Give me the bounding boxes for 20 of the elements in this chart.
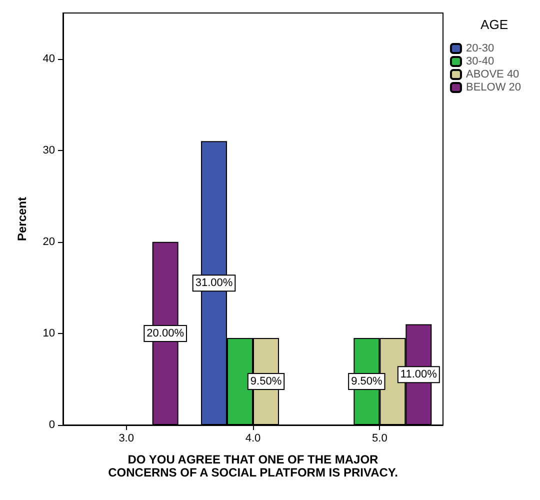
data-label: 9.50% xyxy=(250,376,282,388)
y-tick-label: 40 xyxy=(42,52,55,65)
legend-label: BELOW 20 xyxy=(466,82,522,94)
y-axis-title: Percent xyxy=(15,196,29,242)
data-label: 9.50% xyxy=(351,376,382,388)
data-label: 31.00% xyxy=(195,277,233,290)
legend-title: AGE xyxy=(480,17,508,32)
y-tick-label: 30 xyxy=(42,144,55,156)
y-tick-label: 20 xyxy=(42,236,55,248)
data-label: 20.00% xyxy=(146,327,184,340)
y-tick-label: 0 xyxy=(48,419,55,431)
data-label: 11.00% xyxy=(400,368,438,381)
y-tick-label: 10 xyxy=(42,327,55,340)
x-tick-label: 5.0 xyxy=(372,432,388,444)
legend-label: ABOVE 40 xyxy=(466,68,520,80)
legend-label: 20-30 xyxy=(466,42,494,54)
legend-label: 30-40 xyxy=(466,56,494,68)
x-tick-label: 4.0 xyxy=(245,432,261,444)
x-tick-label: 3.0 xyxy=(118,432,134,444)
x-axis-title: DO YOU AGREE THAT ONE OF THE MAJOR CONCERNS OF A SOCIAL PLATFORM IS PRIVACY. xyxy=(108,452,398,480)
